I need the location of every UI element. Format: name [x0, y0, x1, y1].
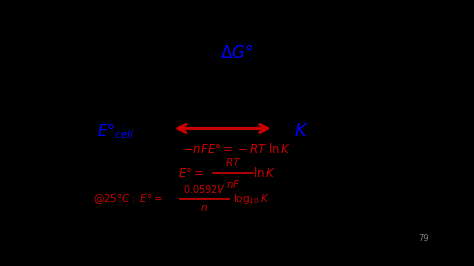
- Text: $\ln K$: $\ln K$: [253, 166, 276, 180]
- Text: $\log_{10} K$: $\log_{10} K$: [233, 192, 270, 206]
- Text: $E°_{cell}$: $E°_{cell}$: [97, 121, 135, 140]
- Text: 18.9—Standard Cell Potentials and: 18.9—Standard Cell Potentials and: [142, 26, 373, 39]
- Text: $0.0592V$: $0.0592V$: [183, 183, 226, 195]
- Text: ◄  ╱  ▪  ►: ◄ ╱ ▪ ►: [47, 231, 94, 243]
- Text: $-nFE°=-RT\ \ln K$: $-nFE°=-RT\ \ln K$: [183, 142, 291, 156]
- Text: $n$: $n$: [201, 203, 209, 213]
- Text: $\Delta G°=-RT\ \ln K$: $\Delta G°=-RT\ \ln K$: [294, 92, 377, 103]
- Text: $RT$: $RT$: [225, 156, 241, 168]
- Text: $\Delta G°=-nFE°$: $\Delta G°=-nFE°$: [86, 92, 157, 103]
- Text: $E°=$: $E°=$: [178, 167, 204, 180]
- Text: $@25°C:\ E°=$: $@25°C:\ E°=$: [93, 192, 164, 206]
- Text: 79: 79: [418, 234, 428, 243]
- Text: 🐝: 🐝: [51, 32, 63, 51]
- Text: $K$: $K$: [294, 122, 309, 140]
- Text: $\Delta G°$: $\Delta G°$: [220, 44, 254, 62]
- Text: Equilibrium Constants: Equilibrium Constants: [184, 40, 330, 53]
- Text: $nF$: $nF$: [226, 178, 240, 190]
